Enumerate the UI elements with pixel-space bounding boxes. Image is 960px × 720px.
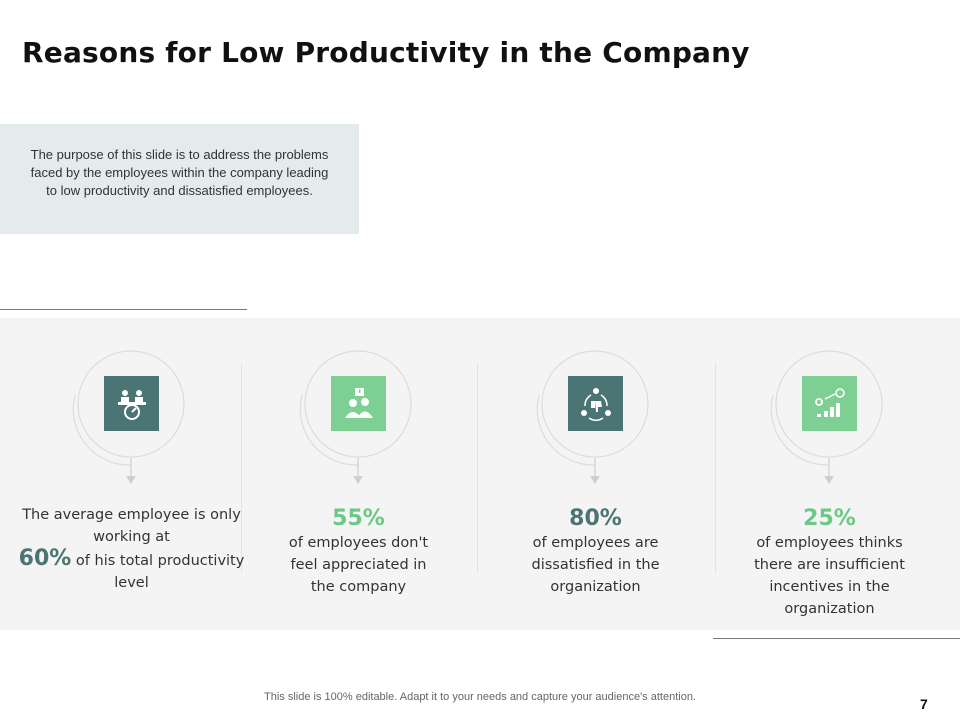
stat-item-3: 80% of employees are dissatisfied in the… [478, 318, 713, 630]
stat-item-2: 55% of employees don't feel appreciated … [241, 318, 476, 630]
stat-item-1: The average employee is only working at … [14, 318, 249, 630]
incentive-growth-icon [802, 376, 857, 431]
purpose-text: The purpose of this slide is to address … [30, 147, 329, 198]
stat-trail-text: of employees are dissatisfied in the org… [531, 535, 660, 595]
circle-arrow-decoration [536, 350, 649, 484]
footer-note: This slide is 100% editable. Adapt it to… [264, 691, 696, 703]
stat-trail-text: of employees thinks there are insufficie… [754, 535, 905, 617]
stat-percent: 25% [803, 506, 856, 531]
stat-percent: 60% [18, 546, 72, 571]
slide-title: Reasons for Low Productivity in the Comp… [22, 36, 750, 69]
divider-left [0, 309, 247, 310]
stat-trail-text: of employees don't feel appreciated in t… [288, 535, 429, 595]
stats-band [0, 318, 960, 630]
circle-arrow-decoration [72, 350, 185, 484]
purpose-box: The purpose of this slide is to address … [0, 124, 359, 234]
stat-lead-text: The average employee is only working at [22, 507, 241, 545]
dislike-cycle-icon [568, 376, 623, 431]
stat-percent: 80% [569, 506, 622, 531]
stat-item-4: 25% of employees thinks there are insuff… [712, 318, 947, 630]
circle-arrow-decoration [770, 350, 883, 484]
meeting-speedometer-icon [104, 376, 159, 431]
circle-arrow-decoration [299, 350, 412, 484]
stat-trail-text: of his total productivity level [75, 553, 245, 591]
divider-right [713, 638, 960, 639]
column-separator [241, 363, 242, 573]
column-separator [477, 363, 478, 573]
stat-percent: 55% [332, 506, 385, 531]
column-separator [715, 363, 716, 573]
employees-alert-icon [331, 376, 386, 431]
page-number: 7 [920, 696, 928, 712]
